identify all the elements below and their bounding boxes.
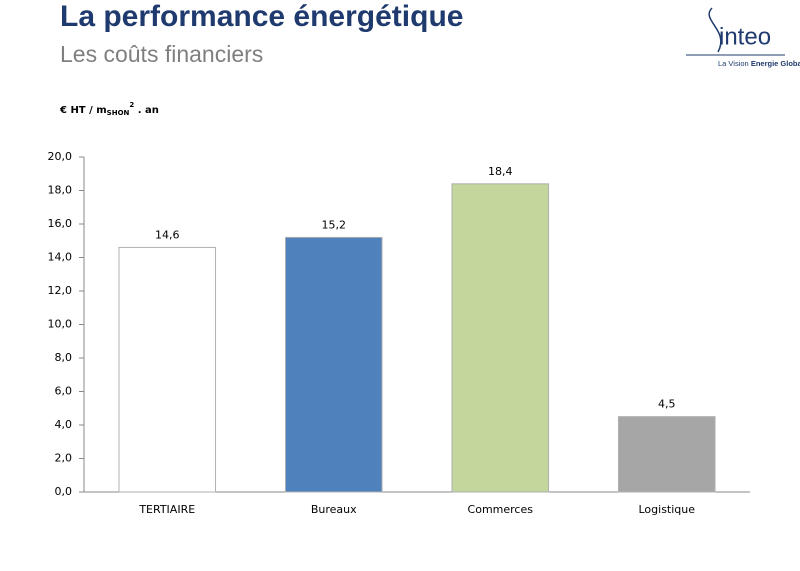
x-tick-label: Bureaux [311, 503, 357, 516]
y-label-suffix: . an [138, 105, 159, 116]
y-tick-label: 12,0 [48, 284, 73, 297]
x-tick-label: Commerces [468, 503, 534, 516]
bar [451, 183, 550, 493]
y-tick-label: 16,0 [48, 217, 73, 230]
value-label: 15,2 [322, 218, 347, 231]
logo-tagline: La Vision Energie Globale [718, 59, 800, 68]
tagline-bold: Energie Globale [751, 59, 800, 68]
bar [118, 246, 217, 493]
value-label: 14,6 [155, 228, 180, 241]
y-tick-label: 18,0 [48, 184, 73, 197]
x-tick-label: TERTIAIRE [138, 503, 195, 516]
y-tick-label: 14,0 [48, 251, 73, 264]
y-tick-label: 0,0 [55, 485, 73, 498]
bar [284, 236, 383, 493]
y-tick-label: 2,0 [55, 452, 73, 465]
bar [617, 416, 716, 493]
y-tick-label: 10,0 [48, 318, 73, 331]
y-axis-label: € HT / mSHON2 . an [59, 100, 159, 117]
value-label: 4,5 [658, 398, 676, 411]
x-tick-label: Logistique [638, 503, 695, 516]
logo-mark [708, 7, 722, 53]
y-tick-label: 6,0 [55, 385, 73, 398]
slide-subtitle: Les coûts financiers [60, 41, 263, 67]
logo-name: inteo [719, 23, 771, 50]
y-label-sub: SHON [107, 109, 130, 117]
value-label: 18,4 [488, 165, 513, 178]
tagline: La Vision [718, 59, 749, 68]
y-label-text: € HT / m [59, 105, 107, 116]
slide-title: La performance énergétique [60, 0, 463, 33]
y-tick-label: 8,0 [55, 351, 73, 364]
y-tick-label: 20,0 [48, 150, 73, 163]
y-tick-label: 4,0 [55, 418, 73, 431]
y-label-sup: 2 [129, 101, 134, 109]
